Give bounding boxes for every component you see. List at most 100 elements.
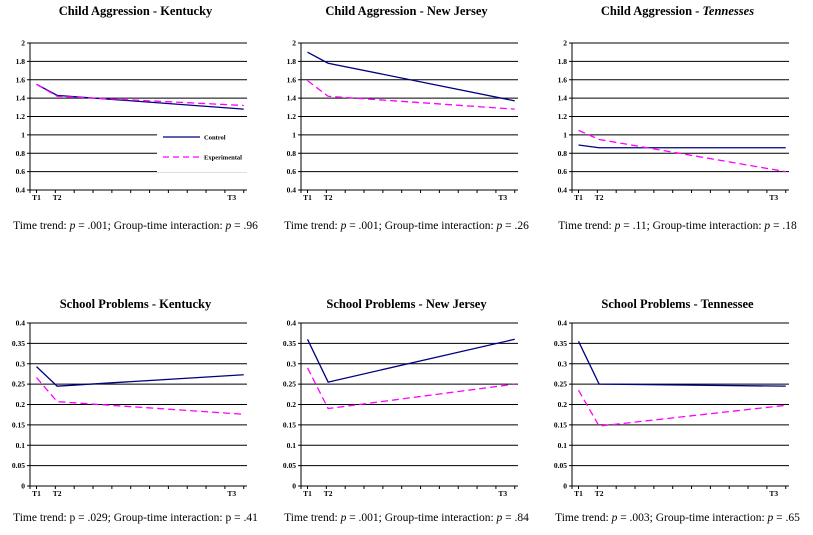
chart-plot: 2 1.8 1.6 1.4 1.2 1 0.8 0.6 0.4 T1 T2 T3 [287,39,518,202]
y-tick-label: 1.2 [558,112,568,121]
chart-title: School Problems - New Jersey [271,297,542,312]
experimental-line [36,83,244,107]
y-tick-label: 0.3 [558,359,568,368]
text-segment: Time trend: [284,220,341,232]
control-line [36,83,244,110]
y-tick-label: 0.15 [554,420,567,429]
x-tick-label: T2 [324,193,333,202]
x-tick-label: T1 [574,193,583,202]
x-tick-label: T1 [32,489,41,498]
y-tick-label: 0 [563,482,567,491]
y-tick-label: 1.2 [16,112,26,121]
chart-plot: 0.4 0.35 0.3 0.25 0.2 0.15 0.1 0.05 0 T1 T2 T3 [12,319,247,498]
y-tick-label: 0.35 [12,339,25,348]
text-segment: = .84 [502,512,529,524]
y-tick-label: 0.4 [287,319,297,328]
experimental-line [36,377,244,415]
stats-caption: Time trend: p = .001; Group-time interac… [0,220,271,232]
y-tick-label: 0.8 [558,149,568,158]
text-segment: Time trend: [558,220,615,232]
control-line [577,341,786,387]
y-tick-label: 0.3 [16,359,26,368]
chart-panel: Child Aggression - Kentucky 2 1.8 1.6 1.4 1.2… [0,0,271,250]
y-tick-label: 0.4 [558,186,568,195]
x-tick-label: T2 [53,193,62,202]
text-segment: Time trend: [284,512,341,524]
y-tick-label: 0.25 [283,380,296,389]
text-segment: p [767,512,774,524]
stats-caption: Time trend: p = .001; Group-time interac… [271,512,542,524]
text-segment: p [496,220,503,232]
y-tick-label: 1.8 [558,57,568,66]
x-tick-label: T3 [769,193,778,202]
text-segment: = .001; Group-time interaction: [346,220,497,232]
text-segment: p [340,512,347,524]
y-tick-label: 2 [292,39,296,48]
y-tick-label: 0.8 [287,149,297,158]
text-segment: School Problems - New Jersey [326,297,487,311]
y-tick-label: 0.2 [16,400,26,409]
legend-control-label: Control [204,135,226,142]
y-tick-label: 0.4 [287,186,297,195]
text-segment: Time trend: p = .029; Group-time interac… [13,512,258,524]
stats-caption: Time trend: p = .001; Group-time interac… [271,220,542,232]
text-segment: = .18 [770,220,797,232]
text-segment: Tennesses [702,4,755,18]
y-tick-label: 0.25 [554,380,567,389]
text-segment: Child Aggression - [600,4,703,18]
chart-plot: 2 1.8 1.6 1.4 1.2 1 0.8 0.6 0.4 T1 T2 T3 Control Expe… [16,39,250,202]
y-tick-label: 0.3 [287,359,297,368]
y-tick-label: 1.2 [287,112,297,121]
x-tick-label: T2 [53,489,62,498]
y-tick-label: 0.6 [558,167,568,176]
y-tick-label: 0.35 [283,339,296,348]
stats-caption: Time trend: p = .003; Group-time interac… [542,512,813,524]
chart-plot: 0.4 0.35 0.3 0.25 0.2 0.15 0.1 0.05 0 T1 T2 T3 [554,319,789,498]
y-tick-label: 0.1 [287,441,297,450]
y-tick-label: 1.6 [287,75,297,84]
y-tick-label: 0.05 [283,461,296,470]
y-tick-label: 1.4 [558,94,568,103]
control-line [36,366,244,387]
text-segment: Child Aggression - Kentucky [58,4,213,18]
y-tick-label: 1.8 [287,57,297,66]
x-tick-label: T2 [324,489,333,498]
chart-title: Child Aggression - Tennesses [542,4,813,19]
x-tick-label: T3 [227,489,236,498]
text-segment: = .96 [231,220,258,232]
chart-panel: School Problems - Tennessee 0.4 0.35 0.3 0.2… [542,285,813,535]
y-tick-label: 1 [21,130,25,139]
x-tick-label: T3 [769,489,778,498]
legend-experimental-label: Experimental [204,155,242,162]
text-segment: Child Aggression - New Jersey [325,4,488,18]
control-line [307,51,515,102]
y-tick-label: 0.6 [287,167,297,176]
text-segment: p [340,220,347,232]
y-tick-label: 0.25 [12,380,25,389]
y-tick-label: 0.6 [16,167,26,176]
text-segment: = .001; Group-time interaction: [346,512,497,524]
y-tick-label: 0.1 [16,441,26,450]
y-tick-label: 0.05 [554,461,567,470]
x-tick-label: T1 [574,489,583,498]
y-tick-label: 1.4 [287,94,297,103]
chart-title: Child Aggression - New Jersey [271,4,542,19]
text-segment: School Problems - Kentucky [59,297,212,311]
y-tick-label: 0.15 [283,420,296,429]
y-tick-label: 1.6 [16,75,26,84]
text-segment: School Problems - Tennessee [601,297,754,311]
x-tick-label: T3 [227,193,236,202]
y-tick-label: 1.8 [16,57,26,66]
stats-caption: Time trend: p = .029; Group-time interac… [0,512,271,524]
y-tick-label: 0.35 [554,339,567,348]
text-segment: = .11; Group-time interaction: [620,220,765,232]
chart-panel: School Problems - New Jersey 0.4 0.35 0.3 0.… [271,285,542,535]
x-tick-label: T1 [303,489,312,498]
y-tick-label: 1 [292,130,296,139]
chart-panel: Child Aggression - New Jersey 2 1.8 1.6 1.4 1… [271,0,542,250]
y-tick-label: 0.2 [558,400,568,409]
y-tick-label: 2 [563,39,567,48]
x-tick-label: T1 [303,193,312,202]
y-tick-label: 0.1 [558,441,568,450]
experimental-line [578,129,786,173]
